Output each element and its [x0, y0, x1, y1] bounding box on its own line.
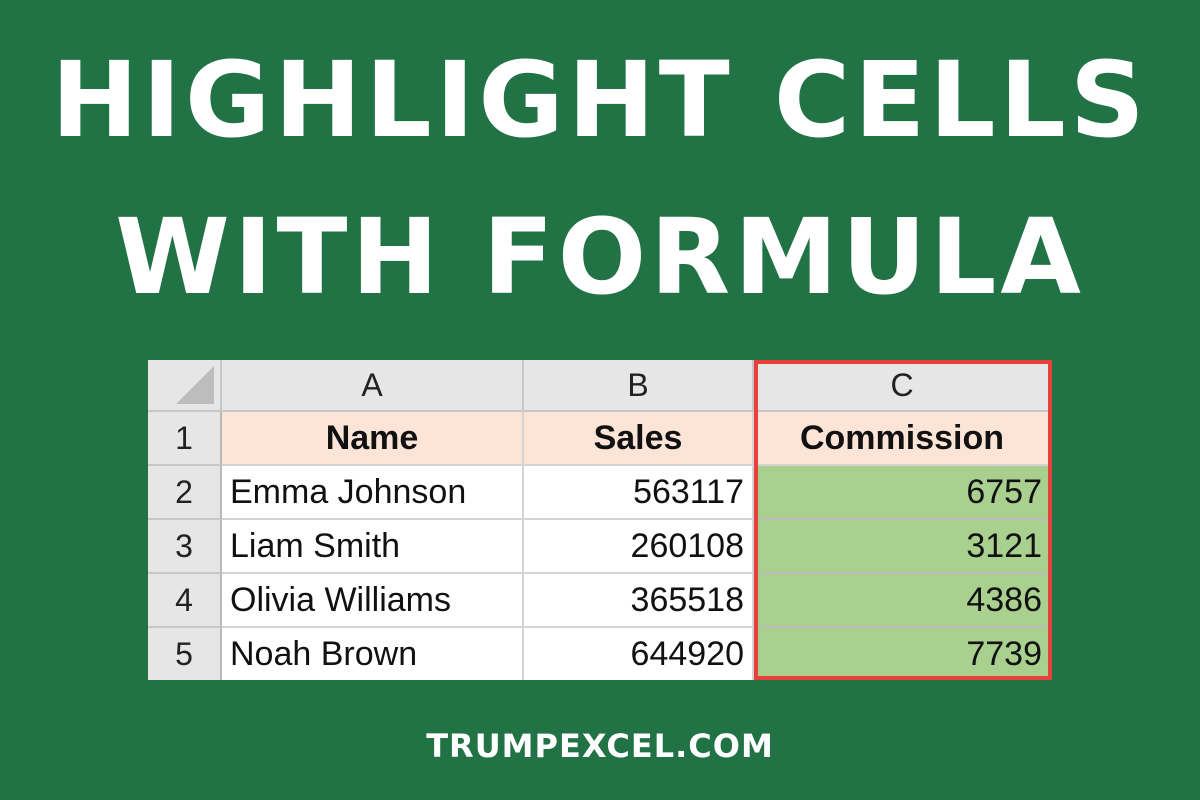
- cell-a5-name[interactable]: Noah Brown: [222, 628, 524, 680]
- cell-b5-sales[interactable]: 644920: [524, 628, 754, 680]
- cell-b1-sales-header[interactable]: Sales: [524, 412, 754, 466]
- cell-b4-sales[interactable]: 365518: [524, 574, 754, 628]
- column-header-b[interactable]: B: [524, 360, 754, 412]
- column-header-c[interactable]: C: [754, 360, 1050, 412]
- cell-c4-commission[interactable]: 4386: [754, 574, 1050, 628]
- cell-c2-commission[interactable]: 6757: [754, 466, 1050, 520]
- row-header-3[interactable]: 3: [148, 520, 222, 574]
- cell-c5-commission[interactable]: 7739: [754, 628, 1050, 680]
- cell-b2-sales[interactable]: 563117: [524, 466, 754, 520]
- row-header-5[interactable]: 5: [148, 628, 222, 680]
- title-line-1: HIGHLIGHT CELLS: [51, 39, 1149, 161]
- column-header-a[interactable]: A: [222, 360, 524, 412]
- row-header-4[interactable]: 4: [148, 574, 222, 628]
- cell-a2-name[interactable]: Emma Johnson: [222, 466, 524, 520]
- cell-b3-sales[interactable]: 260108: [524, 520, 754, 574]
- title-line-2: WITH FORMULA: [115, 196, 1085, 318]
- cell-a1-name-header[interactable]: Name: [222, 412, 524, 466]
- cell-a4-name[interactable]: Olivia Williams: [222, 574, 524, 628]
- row-header-2[interactable]: 2: [148, 466, 222, 520]
- spreadsheet: A B C 1 Name Sales Commission 2 Emma Joh…: [148, 360, 1050, 680]
- footer-site-name: TRUMPEXCEL.COM: [426, 727, 774, 765]
- row-header-1[interactable]: 1: [148, 412, 222, 466]
- select-all-corner[interactable]: [148, 360, 222, 412]
- cell-c3-commission[interactable]: 3121: [754, 520, 1050, 574]
- cell-c1-commission-header[interactable]: Commission: [754, 412, 1050, 466]
- cell-a3-name[interactable]: Liam Smith: [222, 520, 524, 574]
- select-all-triangle-icon: [176, 366, 214, 404]
